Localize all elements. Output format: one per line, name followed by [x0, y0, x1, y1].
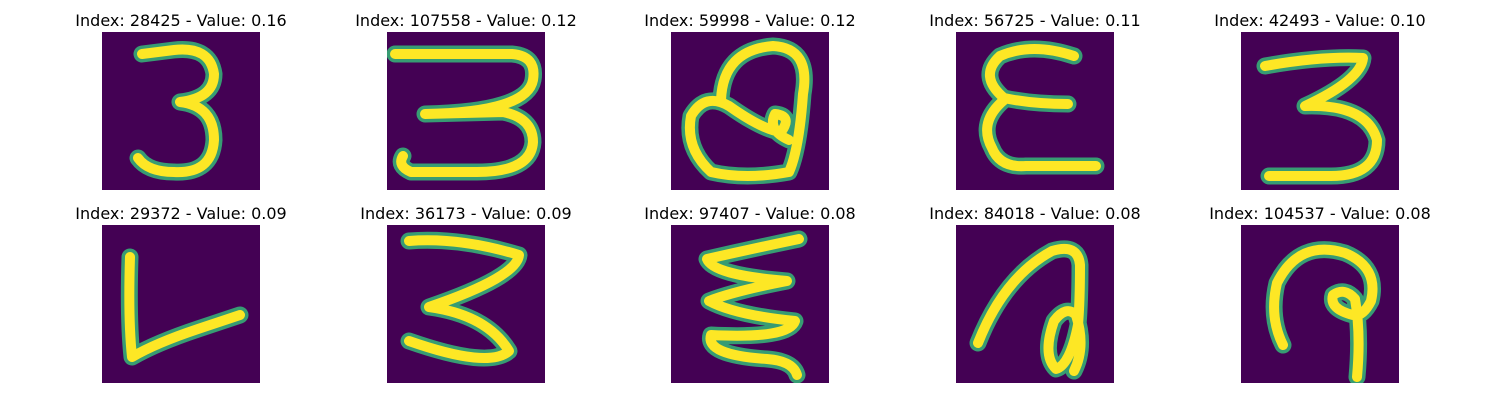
digit-image — [671, 32, 829, 190]
panel-2: Index: 107558 - Value: 0.12 — [323, 11, 609, 201]
panel-8: Index: 97407 - Value: 0.08 — [607, 204, 893, 394]
digit-image — [1241, 225, 1399, 383]
digit-image — [956, 225, 1114, 383]
digit-image — [102, 32, 260, 190]
digit-image — [956, 32, 1114, 190]
digit-image — [102, 225, 260, 383]
panel-title: Index: 84018 - Value: 0.08 — [929, 204, 1141, 223]
digit-image — [387, 225, 545, 383]
panel-title: Index: 29372 - Value: 0.09 — [75, 204, 287, 223]
panel-1: Index: 28425 - Value: 0.16 — [38, 11, 324, 201]
panel-4: Index: 56725 - Value: 0.11 — [892, 11, 1178, 201]
panel-10: Index: 104537 - Value: 0.08 — [1177, 204, 1463, 394]
panel-7: Index: 36173 - Value: 0.09 — [323, 204, 609, 394]
panel-title: Index: 107558 - Value: 0.12 — [355, 11, 577, 30]
panel-3: Index: 59998 - Value: 0.12 — [607, 11, 893, 201]
panel-title: Index: 104537 - Value: 0.08 — [1209, 204, 1431, 223]
panel-title: Index: 97407 - Value: 0.08 — [644, 204, 856, 223]
panel-title: Index: 42493 - Value: 0.10 — [1214, 11, 1426, 30]
digit-image — [387, 32, 545, 190]
panel-title: Index: 36173 - Value: 0.09 — [360, 204, 572, 223]
digit-image — [671, 225, 829, 383]
panel-title: Index: 56725 - Value: 0.11 — [929, 11, 1141, 30]
panel-title: Index: 28425 - Value: 0.16 — [75, 11, 287, 30]
panel-9: Index: 84018 - Value: 0.08 — [892, 204, 1178, 394]
digit-image — [1241, 32, 1399, 190]
panel-title: Index: 59998 - Value: 0.12 — [644, 11, 856, 30]
panel-6: Index: 29372 - Value: 0.09 — [38, 204, 324, 394]
panel-5: Index: 42493 - Value: 0.10 — [1177, 11, 1463, 201]
